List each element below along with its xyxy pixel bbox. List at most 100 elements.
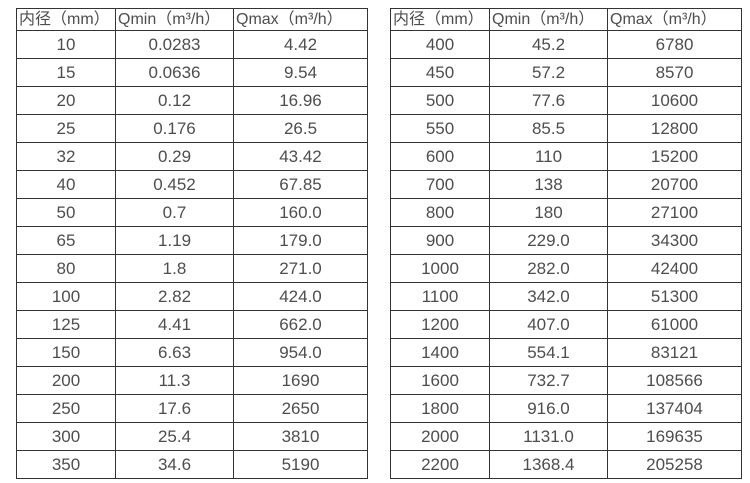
cell: 25 bbox=[16, 114, 116, 143]
cell: 229.0 bbox=[489, 226, 608, 255]
cell: 1368.4 bbox=[489, 450, 608, 479]
cell: 42400 bbox=[607, 254, 742, 283]
table-row: 65 1.19 179.0 bbox=[16, 226, 368, 255]
cell: 450 bbox=[390, 58, 490, 87]
cell: 26.5 bbox=[233, 114, 368, 143]
cell: 916.0 bbox=[489, 394, 608, 423]
cell: 137404 bbox=[607, 394, 742, 423]
cell: 61000 bbox=[607, 310, 742, 339]
cell: 32 bbox=[16, 142, 116, 171]
cell: 100 bbox=[16, 282, 116, 311]
cell: 110 bbox=[489, 142, 608, 171]
cell: 51300 bbox=[607, 282, 742, 311]
cell: 700 bbox=[390, 170, 490, 199]
cell: 160.0 bbox=[233, 198, 368, 227]
table-row: 500 77.6 10600 bbox=[390, 86, 742, 115]
cell: 125 bbox=[16, 310, 116, 339]
cell: 34300 bbox=[607, 226, 742, 255]
table-row: 1200 407.0 61000 bbox=[390, 310, 742, 339]
table-row: 50 0.7 160.0 bbox=[16, 198, 368, 227]
cell: 282.0 bbox=[489, 254, 608, 283]
cell: 4.41 bbox=[115, 310, 234, 339]
cell: 57.2 bbox=[489, 58, 608, 87]
cell: 9.54 bbox=[233, 58, 368, 87]
table-row: 400 45.2 6780 bbox=[390, 30, 742, 59]
cell: 800 bbox=[390, 198, 490, 227]
table-row: 15 0.0636 9.54 bbox=[16, 58, 368, 87]
cell: 200 bbox=[16, 366, 116, 395]
cell: 85.5 bbox=[489, 114, 608, 143]
cell: 407.0 bbox=[489, 310, 608, 339]
table-row: 2000 1131.0 169635 bbox=[390, 422, 742, 451]
column-header: Qmax（m³/h） bbox=[607, 8, 742, 31]
cell: 1.8 bbox=[115, 254, 234, 283]
cell: 400 bbox=[390, 30, 490, 59]
table-row: 550 85.5 12800 bbox=[390, 114, 742, 143]
cell: 0.12 bbox=[115, 86, 234, 115]
table-row: 20 0.12 16.96 bbox=[16, 86, 368, 115]
cell: 900 bbox=[390, 226, 490, 255]
cell: 138 bbox=[489, 170, 608, 199]
cell: 83121 bbox=[607, 338, 742, 367]
cell: 1800 bbox=[390, 394, 490, 423]
cell: 65 bbox=[16, 226, 116, 255]
cell: 77.6 bbox=[489, 86, 608, 115]
table-row: 1400 554.1 83121 bbox=[390, 338, 742, 367]
table-row: 80 1.8 271.0 bbox=[16, 254, 368, 283]
cell: 150 bbox=[16, 338, 116, 367]
cell: 0.0636 bbox=[115, 58, 234, 87]
cell: 15 bbox=[16, 58, 116, 87]
cell: 17.6 bbox=[115, 394, 234, 423]
cell: 25.4 bbox=[115, 422, 234, 451]
cell: 2650 bbox=[233, 394, 368, 423]
cell: 1400 bbox=[390, 338, 490, 367]
table-row: 1600 732.7 108566 bbox=[390, 366, 742, 395]
cell: 16.96 bbox=[233, 86, 368, 115]
cell: 1690 bbox=[233, 366, 368, 395]
cell: 50 bbox=[16, 198, 116, 227]
table-row: 300 25.4 3810 bbox=[16, 422, 368, 451]
cell: 180 bbox=[489, 198, 608, 227]
table-row: 350 34.6 5190 bbox=[16, 450, 368, 479]
cell: 1100 bbox=[390, 282, 490, 311]
cell: 20700 bbox=[607, 170, 742, 199]
table-row: 1800 916.0 137404 bbox=[390, 394, 742, 423]
cell: 169635 bbox=[607, 422, 742, 451]
table-row: 900 229.0 34300 bbox=[390, 226, 742, 255]
cell: 205258 bbox=[607, 450, 742, 479]
cell: 2200 bbox=[390, 450, 490, 479]
cell: 4.42 bbox=[233, 30, 368, 59]
table-row: 32 0.29 43.42 bbox=[16, 142, 368, 171]
cell: 1.19 bbox=[115, 226, 234, 255]
cell: 80 bbox=[16, 254, 116, 283]
header-row: 内径（mm） Qmin（m³/h） Qmax（m³/h） bbox=[390, 8, 742, 31]
cell: 0.0283 bbox=[115, 30, 234, 59]
cell: 27100 bbox=[607, 198, 742, 227]
cell: 2.82 bbox=[115, 282, 234, 311]
cell: 0.29 bbox=[115, 142, 234, 171]
cell: 662.0 bbox=[233, 310, 368, 339]
cell: 550 bbox=[390, 114, 490, 143]
table-row: 700 138 20700 bbox=[390, 170, 742, 199]
cell: 0.7 bbox=[115, 198, 234, 227]
cell: 250 bbox=[16, 394, 116, 423]
column-header: Qmin（m³/h） bbox=[489, 8, 608, 31]
cell: 500 bbox=[390, 86, 490, 115]
table-row: 150 6.63 954.0 bbox=[16, 338, 368, 367]
table-row: 125 4.41 662.0 bbox=[16, 310, 368, 339]
column-header: Qmax（m³/h） bbox=[233, 8, 368, 31]
table-row: 200 11.3 1690 bbox=[16, 366, 368, 395]
cell: 10 bbox=[16, 30, 116, 59]
cell: 15200 bbox=[607, 142, 742, 171]
table-row: 10 0.0283 4.42 bbox=[16, 30, 368, 59]
cell: 6780 bbox=[607, 30, 742, 59]
cell: 300 bbox=[16, 422, 116, 451]
table-row: 1100 342.0 51300 bbox=[390, 282, 742, 311]
column-header: 内径（mm） bbox=[390, 8, 490, 31]
cell: 1000 bbox=[390, 254, 490, 283]
cell: 8570 bbox=[607, 58, 742, 87]
cell: 0.452 bbox=[115, 170, 234, 199]
cell: 20 bbox=[16, 86, 116, 115]
cell: 5190 bbox=[233, 450, 368, 479]
